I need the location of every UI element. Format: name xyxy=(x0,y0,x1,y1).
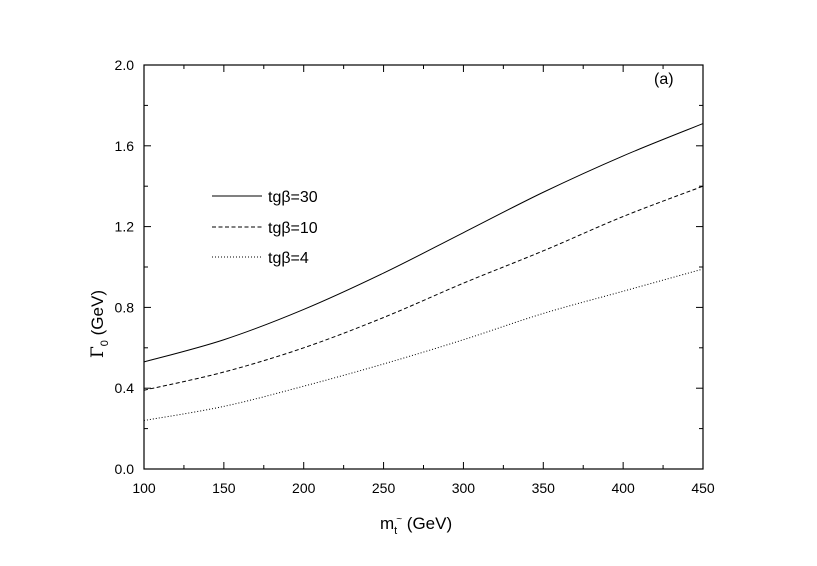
series-line-2 xyxy=(143,268,704,422)
y-tick-label: 2.0 xyxy=(115,57,135,73)
panel-label: (a) xyxy=(654,71,674,88)
y-tick-label: 0.8 xyxy=(115,299,135,315)
series-line-1 xyxy=(143,185,704,391)
y-tick-label: 0.4 xyxy=(115,380,135,396)
x-axis-label: mt~ (GeV) xyxy=(380,514,452,537)
legend: tgβ=30 tgβ=10 tgβ=4 xyxy=(212,189,318,267)
legend-item-tgb4: tgβ=4 xyxy=(212,250,309,267)
legend-item-tgb30: tgβ=30 xyxy=(212,189,318,206)
x-axis-ticks: 100 150 200 250 300 350 400 450 xyxy=(132,65,715,496)
legend-label-tgb4: tgβ=4 xyxy=(268,250,309,267)
x-tick-label: 350 xyxy=(532,480,556,496)
x-tick-label: 300 xyxy=(452,480,476,496)
x-tick-label: 450 xyxy=(691,480,715,496)
x-tick-label: 100 xyxy=(132,480,156,496)
y-axis-label-group: Γ0 (GeV) xyxy=(88,290,111,358)
y-axis-ticks: 0.0 0.4 0.8 1.2 1.6 2.0 xyxy=(115,57,703,477)
x-tick-label: 200 xyxy=(292,480,316,496)
y-axis-label: Γ0 (GeV) xyxy=(88,290,111,358)
x-tick-label: 250 xyxy=(372,480,396,496)
legend-label-tgb10: tgβ=10 xyxy=(268,220,318,237)
x-tick-label: 150 xyxy=(212,480,236,496)
y-tick-label: 0.0 xyxy=(115,461,135,477)
plot-frame xyxy=(143,64,704,470)
x-tick-label: 400 xyxy=(611,480,635,496)
series-line-0 xyxy=(143,123,704,363)
legend-item-tgb10: tgβ=10 xyxy=(212,220,318,237)
series-lines xyxy=(143,123,704,422)
legend-label-tgb30: tgβ=30 xyxy=(268,189,318,206)
y-tick-label: 1.2 xyxy=(115,219,135,235)
y-tick-label: 1.6 xyxy=(115,138,135,154)
